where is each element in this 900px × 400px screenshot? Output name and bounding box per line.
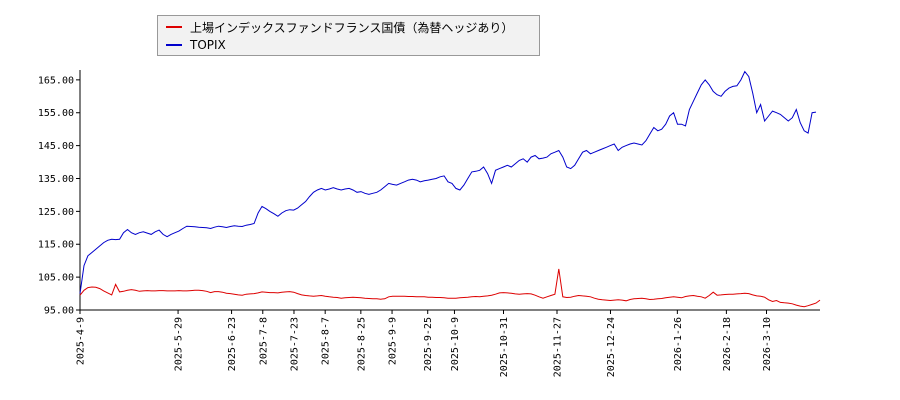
x-tick-label: 2025-10-31 — [499, 317, 510, 377]
x-tick-label: 2025-12-24 — [606, 317, 617, 377]
x-tick-label: 2025-11-27 — [552, 317, 563, 377]
x-tick-label: 2025-9-9 — [388, 317, 399, 365]
legend-label-series-2: TOPIX — [190, 38, 226, 52]
legend-swatch-series-2 — [166, 44, 182, 46]
x-tick-label: 2026-2-18 — [722, 317, 733, 371]
plot-lines — [79, 70, 821, 308]
legend-label-series-1: 上場インデックスファンドフランス国債（為替ヘッジあり） — [190, 20, 514, 35]
chart-axes — [79, 70, 820, 311]
y-tick-label: 95.00 — [44, 306, 74, 317]
x-tick-label: 2025-8-7 — [321, 317, 332, 365]
x-tick-label: 2025-5-29 — [174, 317, 185, 371]
series-line-2 — [79, 70, 817, 294]
y-axis-ticks: 95.00 105.00 115.00 125.00 135.00 145.00 155.0… — [38, 75, 80, 317]
x-tick-label: 2025-10-9 — [450, 317, 461, 371]
series-line-1 — [79, 268, 821, 308]
x-tick-label: 2025-8-25 — [356, 317, 367, 371]
x-tick-label: 2025-9-25 — [423, 317, 434, 371]
x-axis-ticks: 2025-4-9 2025-5-29 2025-6-23 2025-7-8 2025-7… — [76, 310, 773, 377]
y-tick-label: 165.00 — [38, 75, 74, 86]
y-tick-label: 125.00 — [38, 207, 74, 218]
x-tick-label: 2025-7-23 — [289, 317, 300, 371]
x-tick-label: 2025-4-9 — [76, 317, 87, 365]
x-tick-label: 2026-3-10 — [762, 317, 773, 371]
y-tick-label: 145.00 — [38, 141, 74, 152]
y-tick-label: 135.00 — [38, 174, 74, 185]
y-tick-label: 105.00 — [38, 273, 74, 284]
x-tick-label: 2026-1-26 — [673, 317, 684, 371]
legend-entry-series-1: 上場インデックスファンドフランス国債（為替ヘッジあり） — [166, 18, 513, 36]
legend-entry-series-2: TOPIX — [166, 36, 226, 54]
legend: 上場インデックスファンドフランス国債（為替ヘッジあり） TOPIX — [157, 15, 540, 56]
y-tick-label: 115.00 — [38, 240, 74, 251]
y-tick-label: 155.00 — [38, 108, 74, 119]
x-tick-label: 2025-7-8 — [258, 317, 269, 365]
x-tick-label: 2025-6-23 — [227, 317, 238, 371]
legend-swatch-series-1 — [166, 26, 182, 28]
